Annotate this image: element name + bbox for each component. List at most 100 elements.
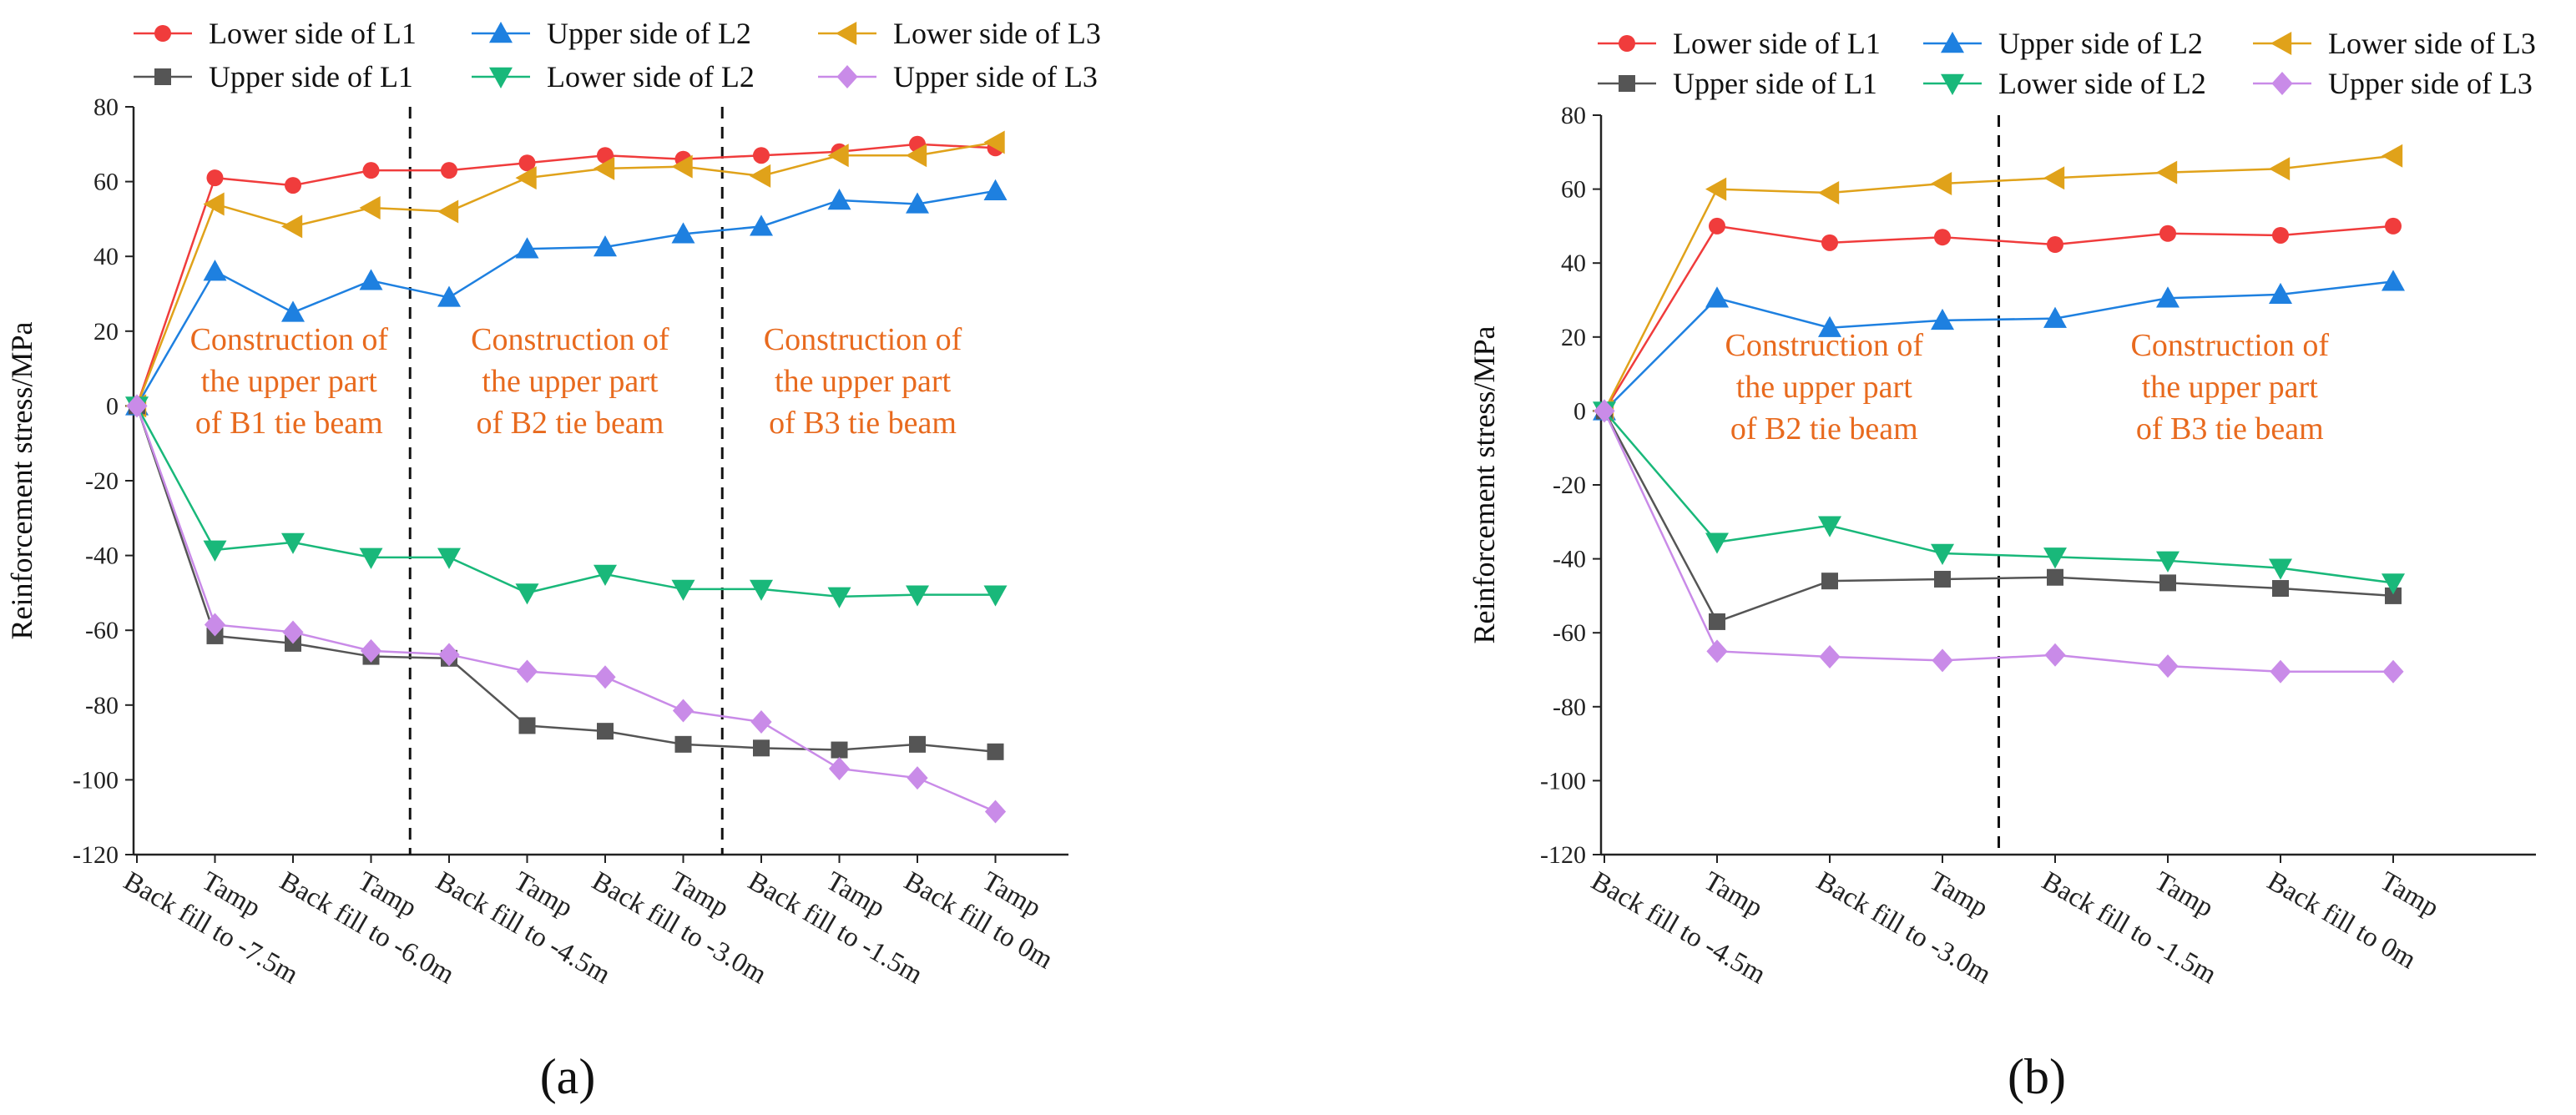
y-axis-title: Reinforcement stress/MPa <box>5 322 38 640</box>
data-point-L3_upper <box>907 766 928 790</box>
series-line-L3_lower <box>1603 154 2394 411</box>
legend-label: Upper side of L3 <box>893 60 1098 93</box>
data-point-L3_upper <box>1819 644 1841 668</box>
series-line-L3_upper <box>1603 410 2393 673</box>
data-point-L2_lower <box>593 564 617 586</box>
y-tick-label: 0 <box>1573 397 1586 425</box>
series-line-L1_upper <box>135 405 996 754</box>
stage-annotation: the upper part <box>201 364 377 399</box>
data-point-L3_lower <box>2382 144 2403 168</box>
legend-label: Upper side of L1 <box>209 60 413 93</box>
data-point-L1_lower <box>597 147 614 164</box>
data-point-L2_lower <box>2156 551 2179 573</box>
data-point-L3_lower <box>750 164 771 188</box>
data-point-L3_upper <box>126 394 148 418</box>
data-point-L2_lower <box>437 547 461 569</box>
data-point-L1_lower <box>441 162 457 179</box>
data-point-L2_upper <box>671 222 695 244</box>
data-point-L1_upper <box>909 735 926 753</box>
series-line-L1_lower <box>1603 225 2394 412</box>
legend-label: Lower side of L1 <box>1673 27 1881 60</box>
data-point-L1_upper <box>2385 587 2402 604</box>
data-point-L3_upper <box>204 613 226 637</box>
series-line-L2_upper <box>1604 280 2394 412</box>
legend-label: Upper side of L1 <box>1673 67 1877 100</box>
data-point-L3_lower <box>2156 160 2178 184</box>
data-point-L3_upper <box>2270 659 2291 684</box>
data-point-L2_upper <box>2043 306 2067 328</box>
data-point-L3_upper <box>2157 654 2179 679</box>
legend-marker-L1_upper <box>1619 75 1635 92</box>
data-point-L1_upper <box>2272 580 2289 598</box>
data-point-L3_lower <box>906 144 927 168</box>
y-tick-label: 40 <box>1561 250 1586 277</box>
data-point-L2_lower <box>906 585 929 607</box>
legend-label: Lower side of L3 <box>2328 27 2536 60</box>
data-point-L3_lower <box>281 214 303 239</box>
data-point-L1_upper <box>987 743 1004 760</box>
data-point-L3_lower <box>1818 181 1840 205</box>
legend-label: Lower side of L1 <box>209 17 417 50</box>
data-point-L2_upper <box>2382 270 2405 291</box>
legend-marker-L2_lower <box>1941 73 1964 95</box>
data-point-L2_lower <box>203 540 227 562</box>
data-point-L1_lower <box>2385 217 2402 235</box>
y-tick-label: 80 <box>93 93 119 121</box>
data-point-L3_lower <box>827 144 849 168</box>
data-point-L2_upper <box>593 235 617 257</box>
panel-label: (a) <box>540 1049 596 1104</box>
data-point-L1_lower <box>2047 236 2063 254</box>
legend-marker-L1_lower <box>1619 35 1635 52</box>
data-point-L3_lower <box>2269 157 2291 181</box>
data-point-L2_lower <box>281 532 305 554</box>
data-point-L1_lower <box>206 169 224 187</box>
data-point-L3_lower <box>671 154 693 179</box>
data-point-L2_lower <box>2269 558 2292 580</box>
data-point-L3_lower <box>983 130 1005 154</box>
data-point-L3_lower <box>515 166 537 190</box>
y-tick-label: -60 <box>1553 619 1586 647</box>
data-point-L2_upper <box>515 237 539 259</box>
legend-marker-L3_lower <box>836 22 857 45</box>
series-line-L2_upper <box>135 189 996 407</box>
data-point-L3_upper <box>2044 643 2066 667</box>
data-point-L2_upper <box>281 300 305 322</box>
data-point-L2_upper <box>1818 315 1841 337</box>
data-point-L1_lower <box>285 177 301 194</box>
data-point-L1_upper <box>518 717 536 734</box>
data-point-L1_upper <box>2047 568 2063 586</box>
data-point-L3_upper <box>282 620 304 644</box>
data-point-L2_upper <box>359 269 383 290</box>
data-point-L1_lower <box>2159 225 2176 242</box>
data-point-L2_lower <box>671 579 695 601</box>
y-tick-label: 80 <box>1561 102 1586 129</box>
data-point-L2_lower <box>1705 532 1729 554</box>
y-tick-label: 0 <box>106 392 119 420</box>
legend-marker-L3_upper <box>2271 72 2293 95</box>
y-tick-label: -80 <box>1553 694 1586 721</box>
data-point-L2_upper <box>2156 286 2179 308</box>
data-point-L2_upper <box>906 192 929 214</box>
data-point-L2_lower <box>2043 547 2067 569</box>
data-point-L1_lower <box>1821 234 1838 251</box>
chart-panel-a: -120 -100 -80 -60 -40 -20 0 20 40 60 80 Back fill t… <box>5 17 1101 1104</box>
legend-label: Lower side of L2 <box>547 60 755 93</box>
stage-annotation: Construction of <box>764 322 962 357</box>
data-point-L2_lower <box>1818 516 1841 537</box>
y-tick-label: -100 <box>1540 767 1586 795</box>
x-tick-label: Back fill to 0m <box>899 866 1058 976</box>
data-point-L1_upper <box>1709 613 1725 630</box>
y-tick-label: 60 <box>93 169 119 196</box>
legend-label: Upper side of L2 <box>547 17 751 50</box>
legend-marker-L2_upper <box>489 22 513 43</box>
x-tick-label: Tamp <box>2375 866 2444 924</box>
data-point-L2_upper <box>827 189 851 210</box>
data-point-L1_lower <box>1934 229 1951 246</box>
legend-marker-L2_lower <box>489 67 513 88</box>
data-point-L3_upper <box>750 709 772 734</box>
y-tick-label: 20 <box>93 318 119 346</box>
legend-label: Lower side of L2 <box>1998 67 2206 100</box>
data-point-L3_lower <box>359 195 381 219</box>
y-tick-label: -40 <box>85 542 119 570</box>
